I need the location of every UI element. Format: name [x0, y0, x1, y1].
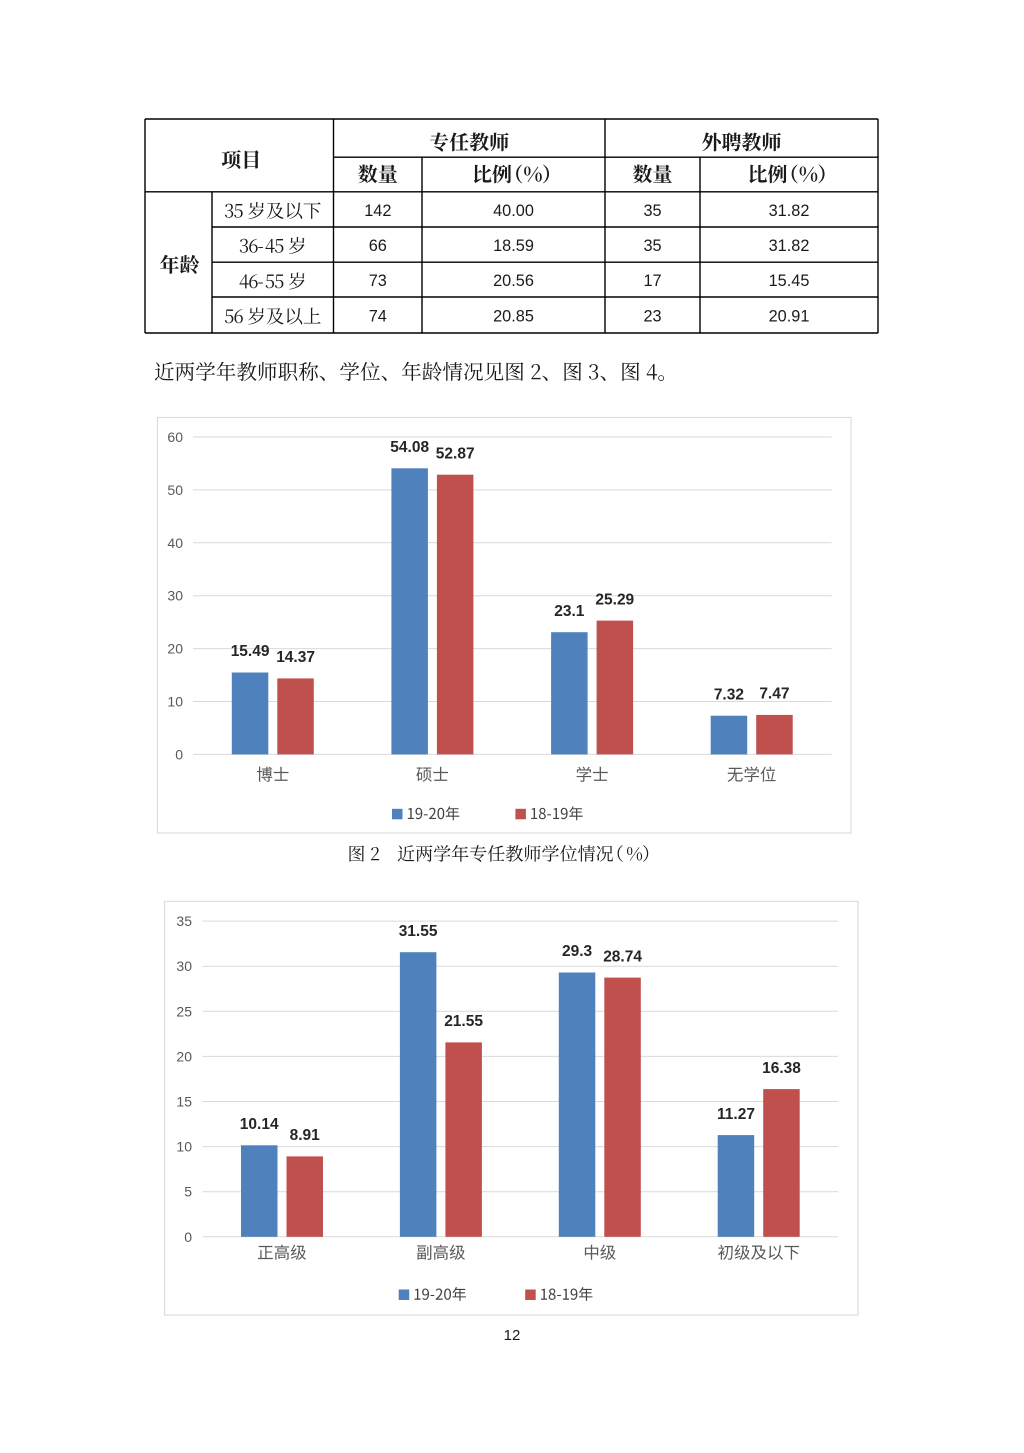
svg-text:0: 0	[184, 1229, 192, 1245]
svg-text:0: 0	[175, 746, 183, 762]
svg-text:31.55: 31.55	[399, 923, 438, 940]
svg-text:30: 30	[176, 958, 192, 974]
svg-text:31.82: 31.82	[769, 237, 810, 255]
svg-text:30: 30	[167, 588, 183, 604]
svg-text:20: 20	[176, 1048, 192, 1064]
svg-text:60: 60	[167, 429, 183, 445]
svg-text:10.14: 10.14	[240, 1116, 279, 1133]
svg-text:54.08: 54.08	[390, 439, 429, 456]
svg-text:12: 12	[504, 1327, 521, 1344]
svg-text:50: 50	[167, 482, 183, 498]
svg-text:17: 17	[643, 272, 661, 290]
svg-text:15.49: 15.49	[231, 643, 270, 660]
svg-text:40.00: 40.00	[493, 202, 534, 220]
svg-text:40: 40	[167, 535, 183, 551]
svg-text:7.47: 7.47	[759, 686, 789, 703]
svg-text:10: 10	[167, 694, 183, 710]
svg-text:35: 35	[643, 202, 661, 220]
svg-text:20: 20	[167, 641, 183, 657]
svg-text:10: 10	[176, 1139, 192, 1155]
svg-text:35: 35	[643, 237, 661, 255]
svg-text:5: 5	[184, 1184, 192, 1200]
svg-text:52.87: 52.87	[436, 445, 475, 462]
svg-text:74: 74	[369, 307, 387, 325]
svg-text:66: 66	[369, 237, 387, 255]
svg-text:20.56: 20.56	[493, 272, 534, 290]
svg-text:21.55: 21.55	[444, 1013, 483, 1030]
svg-text:23: 23	[643, 307, 661, 325]
svg-text:31.82: 31.82	[769, 202, 810, 220]
svg-text:28.74: 28.74	[603, 948, 642, 965]
svg-text:20.91: 20.91	[769, 307, 810, 325]
svg-text:35: 35	[176, 913, 192, 929]
svg-text:8.91: 8.91	[290, 1127, 321, 1144]
svg-text:15: 15	[176, 1094, 192, 1110]
svg-text:16.38: 16.38	[762, 1060, 801, 1077]
svg-text:20.85: 20.85	[493, 307, 534, 325]
svg-text:23.1: 23.1	[554, 603, 585, 620]
svg-text:14.37: 14.37	[276, 649, 315, 666]
svg-text:142: 142	[364, 202, 391, 220]
svg-text:29.3: 29.3	[562, 943, 593, 960]
svg-text:73: 73	[369, 272, 387, 290]
svg-text:25: 25	[176, 1003, 192, 1019]
svg-text:25.29: 25.29	[595, 591, 634, 608]
svg-text:15.45: 15.45	[769, 272, 810, 290]
svg-text:7.32: 7.32	[714, 686, 744, 703]
svg-text:18.59: 18.59	[493, 237, 534, 255]
svg-text:11.27: 11.27	[717, 1106, 755, 1123]
